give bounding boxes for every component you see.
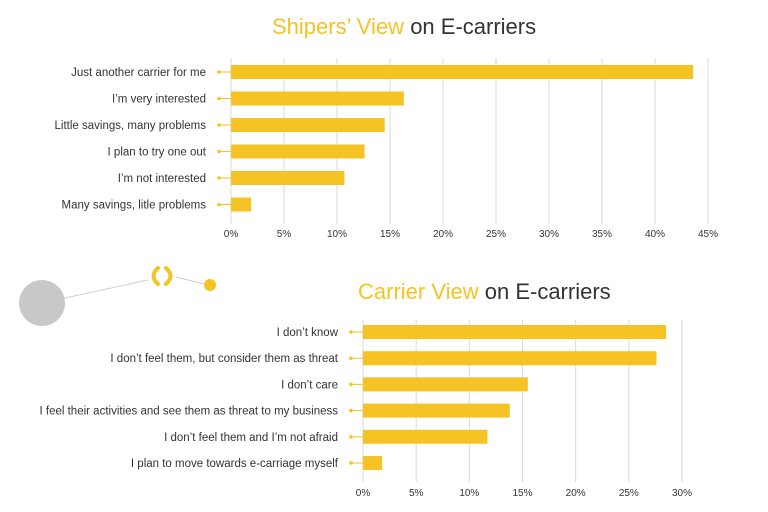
- label-dot: [217, 149, 221, 154]
- x-tick-label: 25%: [486, 229, 506, 240]
- x-tick-label: 0%: [356, 488, 371, 499]
- label-dot: [349, 356, 353, 361]
- x-tick-label: 10%: [459, 488, 479, 499]
- small-yellow-dot: [204, 279, 216, 291]
- x-tick-label: 45%: [698, 229, 718, 240]
- bar: [231, 118, 385, 132]
- label-dot: [217, 96, 221, 101]
- chart-title-accent: Carrier View: [358, 279, 479, 304]
- category-label: I don’t feel them, but consider them as …: [110, 353, 338, 365]
- label-dot: [349, 461, 353, 465]
- x-tick-label: 5%: [277, 229, 292, 240]
- category-label: I feel their activities and see them as …: [39, 406, 338, 418]
- category-label: I’m very interested: [112, 94, 206, 106]
- bar: [363, 429, 488, 444]
- bar: [363, 377, 528, 392]
- label-dot: [349, 330, 353, 334]
- x-tick-label: 30%: [539, 229, 559, 240]
- decorative-graphic: [19, 266, 216, 326]
- label-dot: [349, 382, 353, 387]
- label-dot: [217, 176, 221, 180]
- x-tick-label: 15%: [512, 488, 532, 499]
- label-dot: [349, 408, 353, 413]
- label-dot: [217, 70, 221, 74]
- bar: [363, 351, 657, 366]
- bar: [231, 65, 694, 79]
- category-label: Many savings, litle problems: [62, 200, 207, 212]
- x-tick-label: 30%: [672, 488, 692, 499]
- x-tick-label: 25%: [619, 488, 639, 499]
- chart-carrier-view: 0% 5% 10% 15% 20% 25% 30% I don’t know I don’t f…: [39, 320, 692, 499]
- x-tick-label: 15%: [380, 229, 400, 240]
- chart-title-shippers: Shipers’ View on E-carriers: [272, 14, 536, 40]
- category-label: I don’t know: [277, 327, 339, 339]
- chart-title-accent: Shipers’ View: [272, 14, 405, 39]
- x-tick-label: 5%: [409, 488, 424, 499]
- x-tick-label: 20%: [433, 229, 453, 240]
- bar: [231, 197, 252, 212]
- category-label: I plan to try one out: [108, 147, 207, 159]
- bar: [231, 91, 404, 106]
- category-label: I don’t feel them and I’m not afraid: [164, 432, 338, 444]
- bar: [363, 456, 383, 470]
- label-dot: [217, 123, 221, 127]
- category-label: Just another carrier for me: [71, 67, 206, 79]
- x-tick-label: 40%: [645, 229, 665, 240]
- chart-title-rest: on E-carriers: [478, 279, 611, 304]
- bar: [363, 403, 510, 418]
- gray-circle: [19, 280, 65, 326]
- x-tick-label: 0%: [224, 229, 239, 240]
- chart-shippers-view: 0% 5% 10% 15% 20% 25% 30% 35% 40% 45% Just another…: [55, 58, 718, 240]
- category-label: I don’t care: [281, 379, 338, 391]
- category-label: I plan to move towards e-carriage myself: [131, 458, 339, 470]
- label-dot: [217, 202, 221, 207]
- chart-title-carrier: Carrier View on E-carriers: [358, 279, 611, 305]
- category-label: Little savings, many problems: [55, 120, 207, 132]
- label-dot: [349, 435, 353, 439]
- connector-line: [175, 276, 205, 285]
- chart-title-rest: on E-carriers: [404, 14, 537, 39]
- bar: [363, 325, 667, 339]
- bar: [231, 171, 345, 185]
- category-label: I’m not interested: [118, 173, 206, 185]
- parentheses-icon: [151, 266, 173, 286]
- x-tick-label: 10%: [327, 229, 347, 240]
- x-tick-label: 20%: [566, 488, 586, 499]
- bar: [231, 144, 365, 159]
- x-tick-label: 35%: [592, 229, 612, 240]
